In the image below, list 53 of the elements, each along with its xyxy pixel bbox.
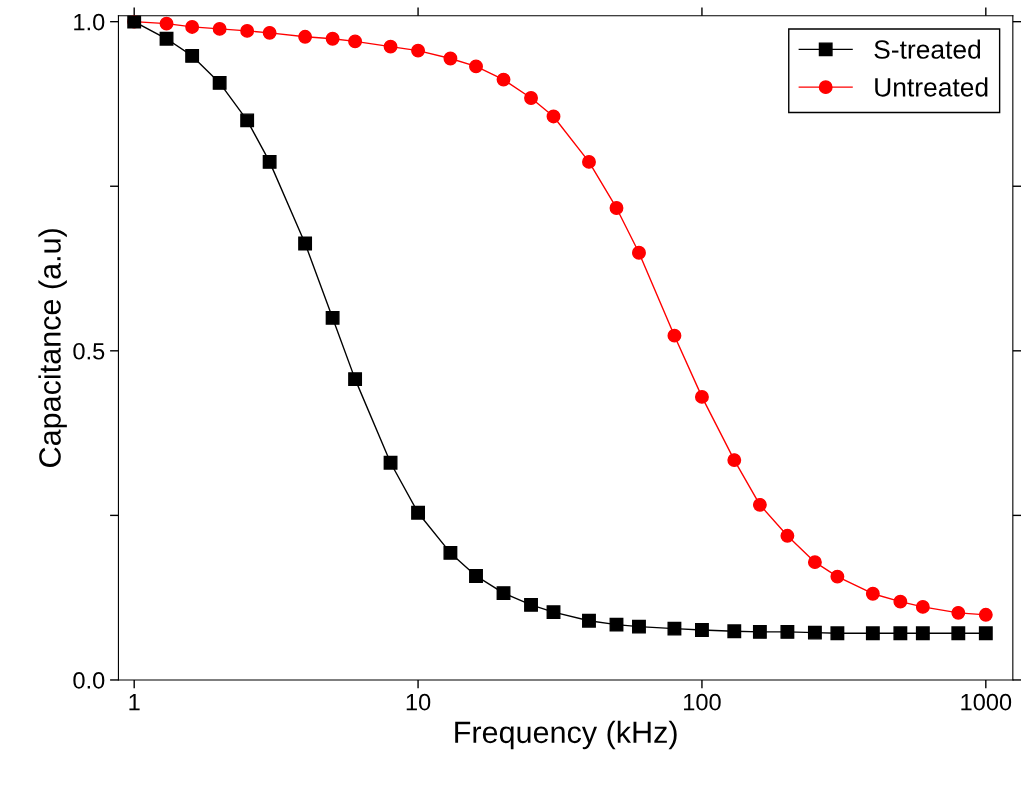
point	[752, 624, 767, 639]
point	[582, 154, 596, 169]
point	[524, 91, 538, 105]
point	[807, 555, 822, 570]
legend-label: Untreated	[875, 77, 988, 97]
point	[383, 39, 398, 54]
point	[582, 613, 596, 628]
point	[951, 605, 966, 620]
x-tick-label: 10	[406, 693, 431, 711]
point	[780, 624, 795, 639]
point	[212, 21, 227, 36]
x-tick-label: 1000	[961, 693, 1012, 711]
point	[298, 236, 313, 251]
point	[667, 328, 682, 343]
y-tick-label: 0.5	[73, 342, 105, 360]
point	[298, 29, 313, 44]
point	[240, 113, 255, 128]
point	[694, 389, 709, 404]
point	[609, 617, 624, 632]
point	[469, 569, 483, 583]
point	[780, 528, 795, 543]
point	[865, 626, 880, 641]
point	[496, 586, 511, 601]
point	[411, 43, 426, 58]
x-axis-title: Frequency (kHz)	[455, 720, 677, 750]
point	[807, 625, 822, 640]
point	[978, 626, 993, 641]
y-tick-label: 1.0	[74, 13, 105, 31]
x-tick-label: 1	[129, 694, 140, 711]
point	[469, 59, 483, 74]
y-axis-title: Capacitance (a.u)	[38, 229, 67, 467]
point	[865, 586, 880, 601]
point	[383, 455, 398, 470]
point	[411, 505, 426, 520]
point	[609, 201, 624, 215]
point	[212, 75, 227, 90]
point	[951, 626, 966, 641]
point	[496, 72, 511, 87]
legend-label: S-treated	[874, 39, 981, 59]
point	[185, 48, 200, 63]
point	[325, 310, 340, 325]
point	[752, 497, 767, 512]
point	[185, 19, 200, 34]
point	[978, 607, 993, 622]
x-tick-label: 100	[684, 693, 721, 711]
point	[694, 622, 709, 637]
point	[524, 597, 538, 612]
point	[893, 626, 908, 641]
y-tick-label: 0.0	[73, 672, 105, 689]
point	[325, 31, 340, 46]
point	[240, 23, 255, 38]
point	[667, 621, 682, 636]
point	[893, 594, 908, 609]
